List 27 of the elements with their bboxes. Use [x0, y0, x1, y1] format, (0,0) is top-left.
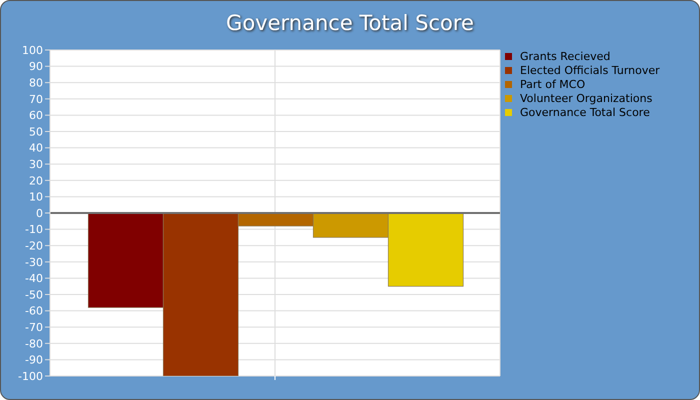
legend-label: Governance Total Score	[520, 106, 650, 119]
y-tick-label: 80	[29, 76, 43, 90]
y-tick-label: 20	[29, 174, 43, 188]
y-tick-label: -20	[25, 240, 43, 253]
legend-label: Part of MCO	[520, 78, 586, 91]
y-tick-label: -80	[25, 337, 43, 350]
legend-label: Elected Officials Turnover	[520, 64, 660, 77]
chart-title: Governance Total Score	[226, 11, 474, 35]
y-tick-label: -90	[25, 354, 43, 367]
y-tick-label: -30	[25, 256, 43, 269]
y-tick-label: 0	[36, 206, 43, 220]
y-tick-label: -60	[25, 304, 43, 318]
y-tick-label: 60	[29, 109, 43, 122]
legend-label: Volunteer Organizations	[520, 92, 652, 105]
y-tick-label: 30	[29, 158, 43, 172]
y-tick-label: -70	[25, 321, 43, 334]
y-tick-label: 50	[29, 125, 43, 138]
y-tick-label: -100	[18, 370, 43, 383]
y-tick-label: 10	[29, 190, 43, 204]
legend-label: Grants Recieved	[520, 50, 610, 63]
y-tick-label: -10	[25, 223, 43, 236]
y-tick-label: 100	[22, 44, 43, 57]
y-tick-label: 90	[29, 60, 43, 74]
y-tick-label: 40	[29, 142, 43, 155]
y-tick-label: -40	[25, 272, 43, 286]
y-tick-label: 70	[29, 92, 43, 106]
y-tick-label: -50	[25, 288, 43, 302]
